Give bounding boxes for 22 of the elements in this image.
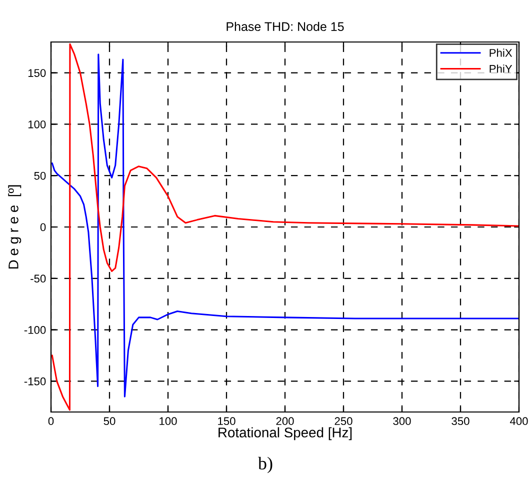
- y-axis-title: D e g r e e [º]: [8, 185, 22, 269]
- y-tick-label: -150: [24, 377, 46, 386]
- y-tick-label: 100: [28, 120, 46, 128]
- legend-label: PhiY: [490, 64, 512, 73]
- x-tick-label: 50: [104, 417, 116, 426]
- x-tick-label: 100: [160, 417, 177, 426]
- x-tick-label: 250: [334, 417, 352, 426]
- x-tick-label: 200: [276, 417, 294, 426]
- chart-title: Phase THD: Node 15: [226, 22, 344, 32]
- x-tick-label: 300: [393, 417, 411, 426]
- y-tick-label: -50: [30, 274, 46, 283]
- x-tick-label: 0: [48, 417, 54, 426]
- legend-label: PhiX: [490, 48, 512, 57]
- y-tick-label: 150: [28, 69, 46, 77]
- y-tick-label: 0: [40, 223, 46, 232]
- y-tick-label: 50: [34, 172, 46, 180]
- x-tick-label: 150: [218, 417, 236, 426]
- y-tick-label: -100: [24, 326, 46, 334]
- x-axis-title: Rotational Speed [Hz]: [218, 427, 352, 440]
- x-tick-label: 400: [510, 417, 528, 426]
- text: b): [258, 456, 272, 474]
- x-tick-label: 350: [452, 417, 470, 426]
